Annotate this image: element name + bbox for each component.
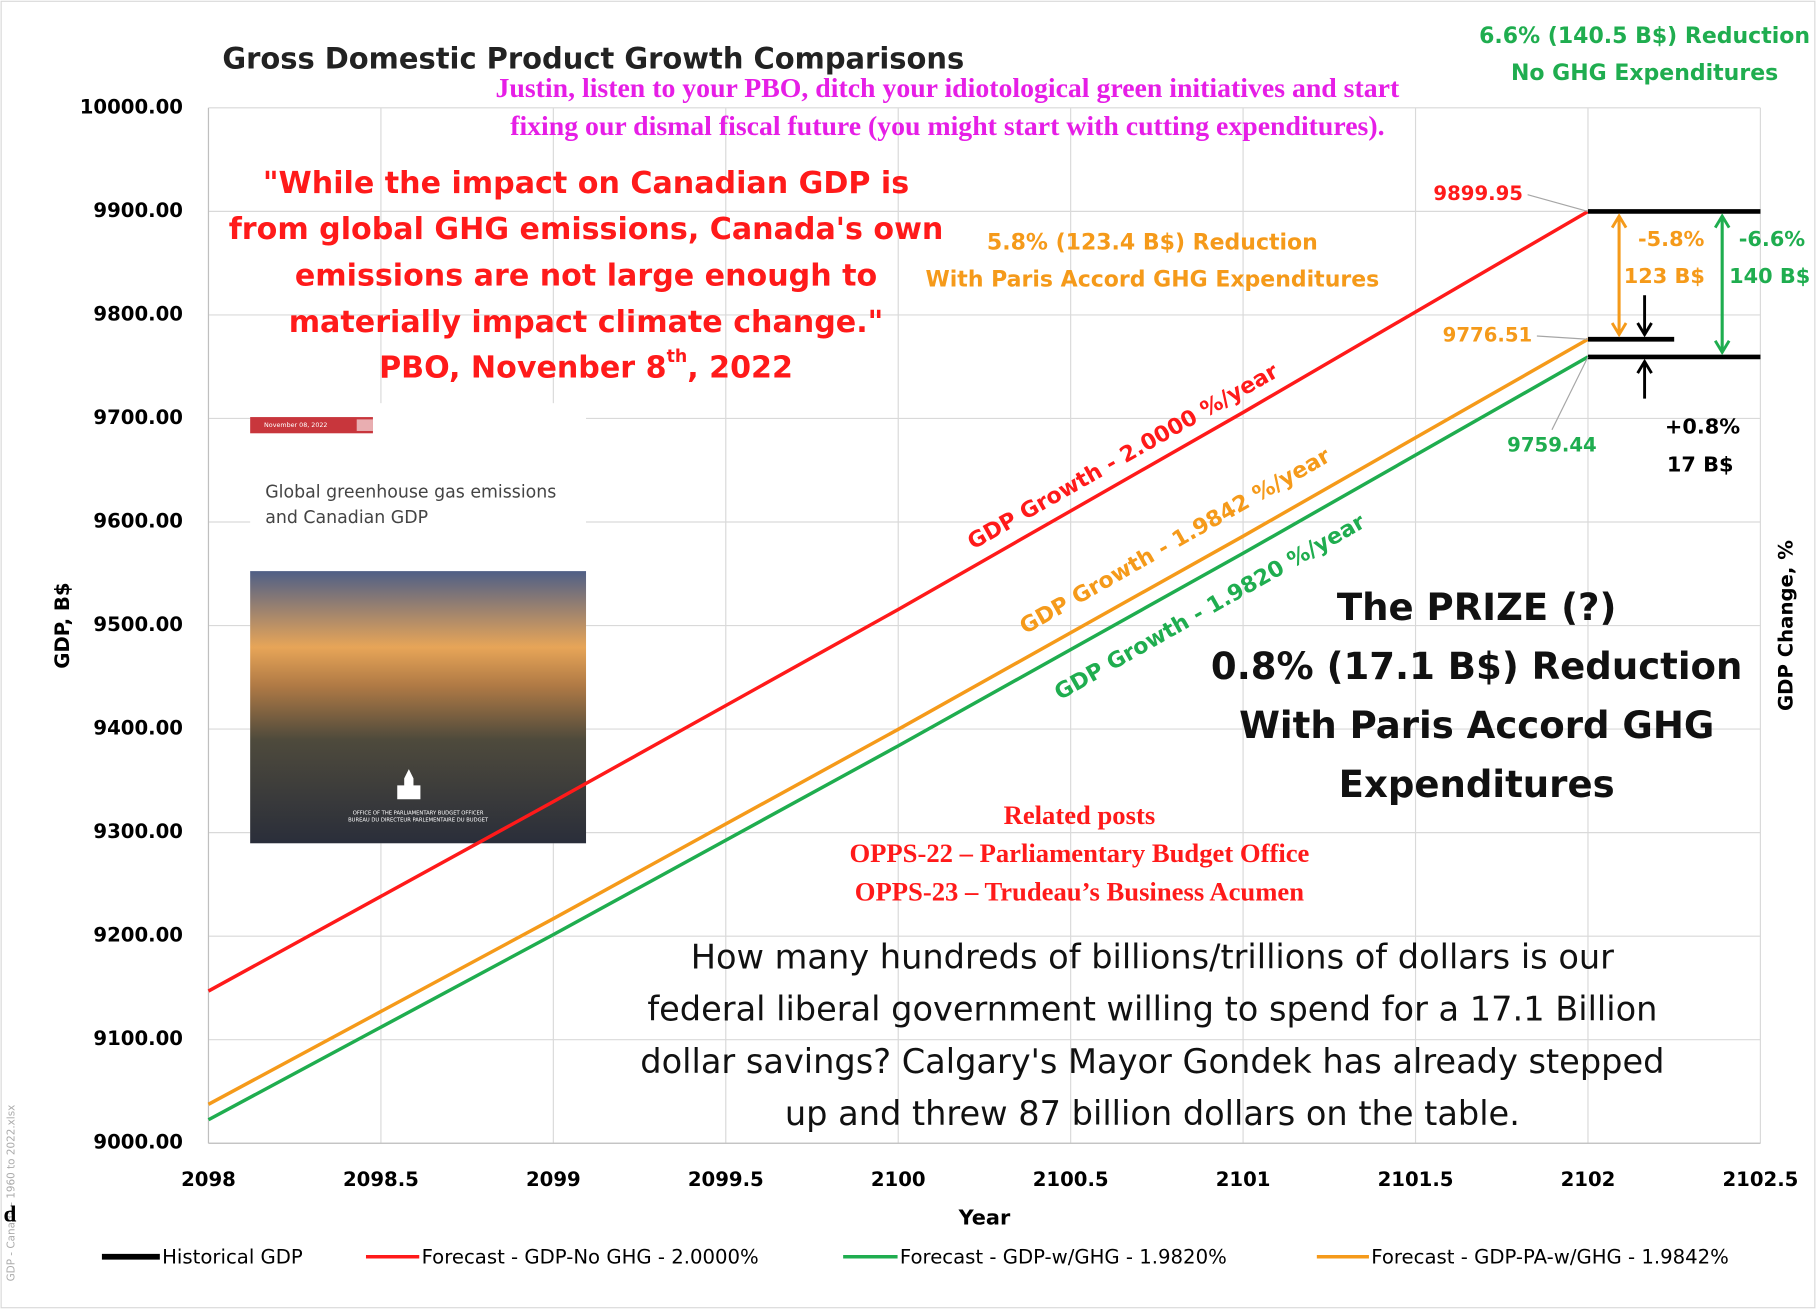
note: No GHG Expenditures (1511, 61, 1778, 86)
cover-banner (250, 417, 373, 434)
fragment: d (3, 1202, 16, 1228)
difference-label: 140 B$ (1729, 264, 1810, 288)
x-tick-label: 2098 (181, 1168, 236, 1191)
x-tick-label: 2099 (526, 1168, 581, 1191)
note: With Paris Accord GHG Expenditures (926, 267, 1380, 292)
legend-label: Forecast - GDP-PA-w/GHG - 1.9842% (1371, 1245, 1729, 1268)
arrow-head (1713, 339, 1731, 356)
difference-label: -5.8% (1638, 227, 1705, 251)
question: federal liberal government willing to sp… (647, 990, 1657, 1029)
difference-label: -6.6% (1739, 227, 1806, 251)
prize: Expenditures (1339, 763, 1615, 806)
report-title: and Canadian GDP (265, 508, 428, 528)
y2-axis-label: GDP Change, % (1775, 540, 1798, 711)
subtitle: fixing our dismal fiscal future (you mig… (510, 111, 1384, 142)
arrow-head (1636, 358, 1653, 374)
related-post: OPPS-23 – Trudeau’s Business Acumen (855, 876, 1304, 906)
quote-source: PBO, Novenber 8th, 2022 (379, 347, 793, 385)
leader-line (1536, 335, 1589, 340)
y-tick-label: 9500.00 (93, 613, 183, 636)
grid (207, 107, 1761, 1144)
y-tick-label: 9000.00 (93, 1131, 183, 1154)
plot: 9000.00 9100.00 9200.00 9300.00 9400.00 9500.… (3, 24, 1810, 1281)
note: 6.6% (140.5 B$) Reduction (1479, 24, 1810, 49)
difference-label: +0.8% (1665, 415, 1740, 439)
x-tick-label: 2100 (871, 1168, 926, 1191)
quote: "While the impact on Canadian GDP is (263, 166, 909, 201)
quote-source-part: , 2022 (687, 350, 793, 385)
report-title: Global greenhouse gas emissions (265, 482, 556, 502)
quote: materially impact climate change." (289, 305, 884, 340)
question: How many hundreds of billions/trillions … (691, 938, 1614, 977)
legend-label: Historical GDP (162, 1245, 303, 1268)
arrow-head (1636, 322, 1653, 338)
x-tick-label: 2101 (1216, 1168, 1271, 1191)
y-tick-label: 9200.00 (93, 924, 183, 947)
y-tick-label: 9400.00 (93, 717, 183, 740)
y-axis-label: GDP, B$ (51, 582, 74, 668)
prize: With Paris Accord GHG (1239, 704, 1714, 747)
value-label: 9776.51 (1443, 324, 1533, 347)
chart-title: Gross Domestic Product Growth Comparison… (222, 41, 964, 75)
series-line (207, 337, 1589, 1106)
y-tick-label: 9600.00 (93, 510, 183, 533)
related-post: OPPS-22 – Parliamentary Budget Office (849, 838, 1309, 868)
difference-label: 17 B$ (1667, 453, 1734, 477)
cover-logo (356, 419, 373, 431)
quote: from global GHG emissions, Canada's own (229, 212, 944, 247)
x-axis-label: Year (958, 1206, 1011, 1230)
watermark: GDP - Canada - 1960 to 2022.xlsx (6, 1105, 18, 1282)
legend-label: Forecast - GDP-w/GHG - 1.9820% (900, 1245, 1227, 1268)
cover-photo (250, 571, 587, 844)
x-tick-label: 2102.5 (1722, 1168, 1798, 1191)
quote-source-part: PBO, Novenber 8 (379, 350, 667, 385)
question: up and threw 87 billion dollars on the t… (785, 1094, 1520, 1133)
report-office: BUREAU DU DIRECTEUR PARLEMENTAIRE DU BUD… (348, 818, 489, 824)
y-tick-label: 9300.00 (93, 820, 183, 843)
arrow-head (1610, 322, 1628, 338)
report-office: OFFICE OF THE PARLIAMENTARY BUDGET OFFIC… (353, 811, 484, 817)
difference-label: 123 B$ (1624, 264, 1705, 288)
y-tick-label: 10000.00 (80, 95, 183, 118)
quote-source-part: th (667, 347, 688, 367)
value-label: 9759.44 (1507, 434, 1597, 457)
report-date: November 08, 2022 (264, 422, 327, 429)
note: 5.8% (123.4 B$) Reduction (987, 230, 1318, 255)
value-label: 9899.95 (1433, 182, 1523, 205)
subtitle: Justin, listen to your PBO, ditch your i… (496, 73, 1400, 104)
x-tick-label: 2100.5 (1033, 1168, 1109, 1191)
y-tick-label: 9900.00 (93, 199, 183, 222)
x-tick-label: 2099.5 (688, 1168, 764, 1191)
leader-line (1527, 194, 1589, 212)
y-tick-label: 9100.00 (93, 1027, 183, 1050)
prize: 0.8% (17.1 B$) Reduction (1211, 645, 1742, 688)
x-tick-label: 2101.5 (1378, 1168, 1454, 1191)
series-line (207, 355, 1589, 1122)
parliament-icon (397, 769, 421, 800)
x-tick-label: 2098.5 (343, 1168, 419, 1191)
question: dollar savings? Calgary's Mayor Gondek h… (640, 1042, 1664, 1081)
related-post: Related posts (1004, 800, 1156, 830)
x-tick-label: 2102 (1561, 1168, 1616, 1191)
y-tick-label: 9700.00 (93, 406, 183, 429)
leader-line (1551, 356, 1589, 431)
quote: emissions are not large enough to (295, 258, 877, 293)
series-line (207, 209, 1589, 993)
report-cover: November 08, 2022 Global greenhouse gas … (250, 403, 587, 844)
prize: The PRIZE (?) (1337, 586, 1617, 629)
legend-label: Forecast - GDP-No GHG - 2.0000% (422, 1245, 759, 1268)
y-tick-label: 9800.00 (93, 302, 183, 325)
